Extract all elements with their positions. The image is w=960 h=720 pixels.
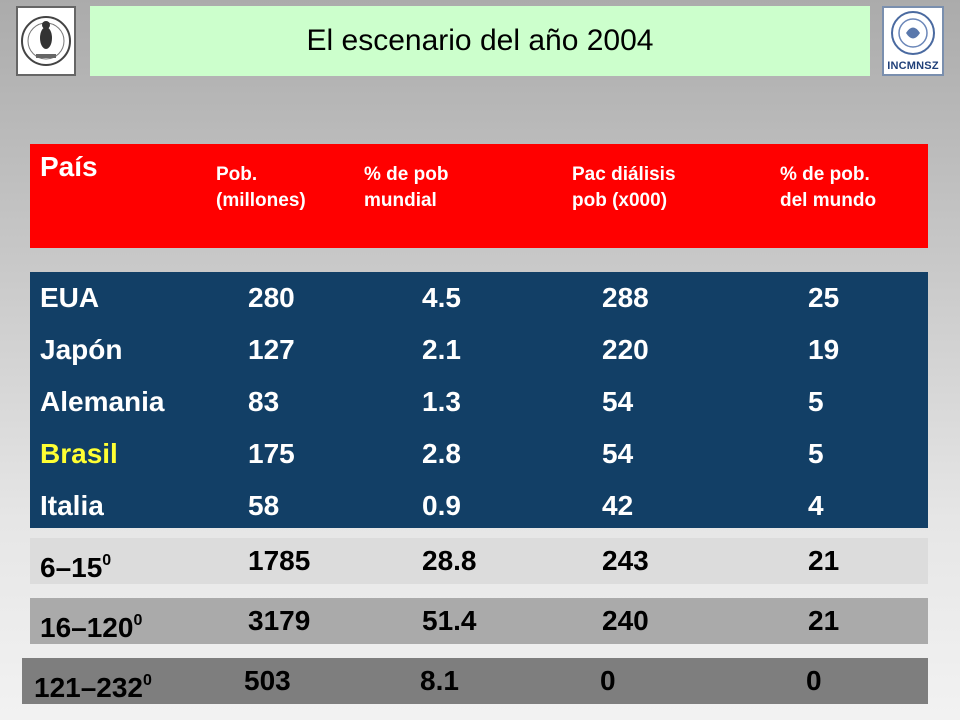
cell-pob: 83: [248, 386, 280, 417]
table-row: Alemania 83 1.3 54 5: [30, 376, 928, 428]
cell-pct-mundo: 21: [808, 545, 840, 576]
cell-pais: EUA: [40, 282, 100, 313]
cell-pais: Alemania: [40, 386, 165, 417]
incmnsz-logo: INCMNSZ: [882, 6, 944, 76]
cell-pct-mundo: 0: [806, 665, 822, 696]
cell-pct-mundo: 19: [808, 334, 840, 365]
institute-seal-icon: [891, 11, 935, 55]
cell-pob: 503: [244, 665, 291, 696]
cell-pct: 0.9: [422, 490, 461, 521]
cell-group: 121–2320: [34, 672, 152, 703]
table-row: Brasil 175 2.8 54 5: [30, 428, 928, 480]
cell-dialisis: 243: [602, 545, 649, 576]
cell-pct: 2.8: [422, 438, 461, 469]
cell-pct-mundo: 21: [808, 605, 840, 636]
cell-dialisis: 288: [602, 282, 649, 313]
country-table: EUA 280 4.5 288 25 Japón 127 2.1 220 19 …: [30, 272, 928, 528]
cell-pob: 3179: [248, 605, 311, 636]
cell-dialisis: 220: [602, 334, 649, 365]
cell-pct: 28.8: [422, 545, 477, 576]
summary-row: 6–150 1785 28.8 243 21: [30, 538, 928, 584]
cell-pais: Japón: [40, 334, 123, 365]
cell-pais-highlighted: Brasil: [40, 438, 118, 469]
cell-dialisis: 42: [602, 490, 634, 521]
cell-pct-mundo: 25: [808, 282, 840, 313]
table-row: Japón 127 2.1 220 19: [30, 324, 928, 376]
cell-group: 16–1200: [40, 612, 143, 643]
university-seal-logo: [16, 6, 76, 76]
cell-dialisis: 0: [600, 665, 616, 696]
cell-pct: 51.4: [422, 605, 477, 636]
cell-dialisis: 54: [602, 386, 634, 417]
cell-pob: 175: [248, 438, 295, 469]
header-pct-mundo: % de pob. del mundo: [780, 164, 877, 211]
summary-row: 121–2320 503 8.1 0 0: [22, 658, 928, 704]
cell-pct: 2.1: [422, 334, 461, 365]
header-pais: País: [40, 151, 98, 182]
table-header: País Pob. (millones) % de pob mundial Pa…: [30, 144, 928, 248]
incmnsz-label: INCMNSZ: [887, 60, 939, 72]
university-seal-icon: [21, 16, 71, 66]
cell-dialisis: 54: [602, 438, 634, 469]
cell-pob: 1785: [248, 545, 311, 576]
cell-pais: Italia: [40, 490, 104, 521]
cell-pct: 8.1: [420, 665, 459, 696]
cell-pct-mundo: 5: [808, 386, 824, 417]
table-row: EUA 280 4.5 288 25: [30, 272, 928, 324]
cell-pct: 4.5: [422, 282, 461, 313]
table-row: Italia 58 0.9 42 4: [30, 480, 928, 532]
cell-pob: 280: [248, 282, 295, 313]
slide-title: El escenario del año 2004: [90, 6, 870, 76]
cell-dialisis: 240: [602, 605, 649, 636]
cell-group: 6–150: [40, 552, 112, 583]
summary-row: 16–1200 3179 51.4 240 21: [30, 598, 928, 644]
header-pct-mundial: % de pob mundial: [364, 164, 449, 211]
header-pob: Pob. (millones): [216, 164, 306, 211]
cell-pob: 127: [248, 334, 295, 365]
cell-pob: 58: [248, 490, 280, 521]
cell-pct-mundo: 4: [808, 490, 824, 521]
cell-pct: 1.3: [422, 386, 461, 417]
cell-pct-mundo: 5: [808, 438, 824, 469]
header-dialisis: Pac diálisis pob (x000): [572, 164, 676, 211]
